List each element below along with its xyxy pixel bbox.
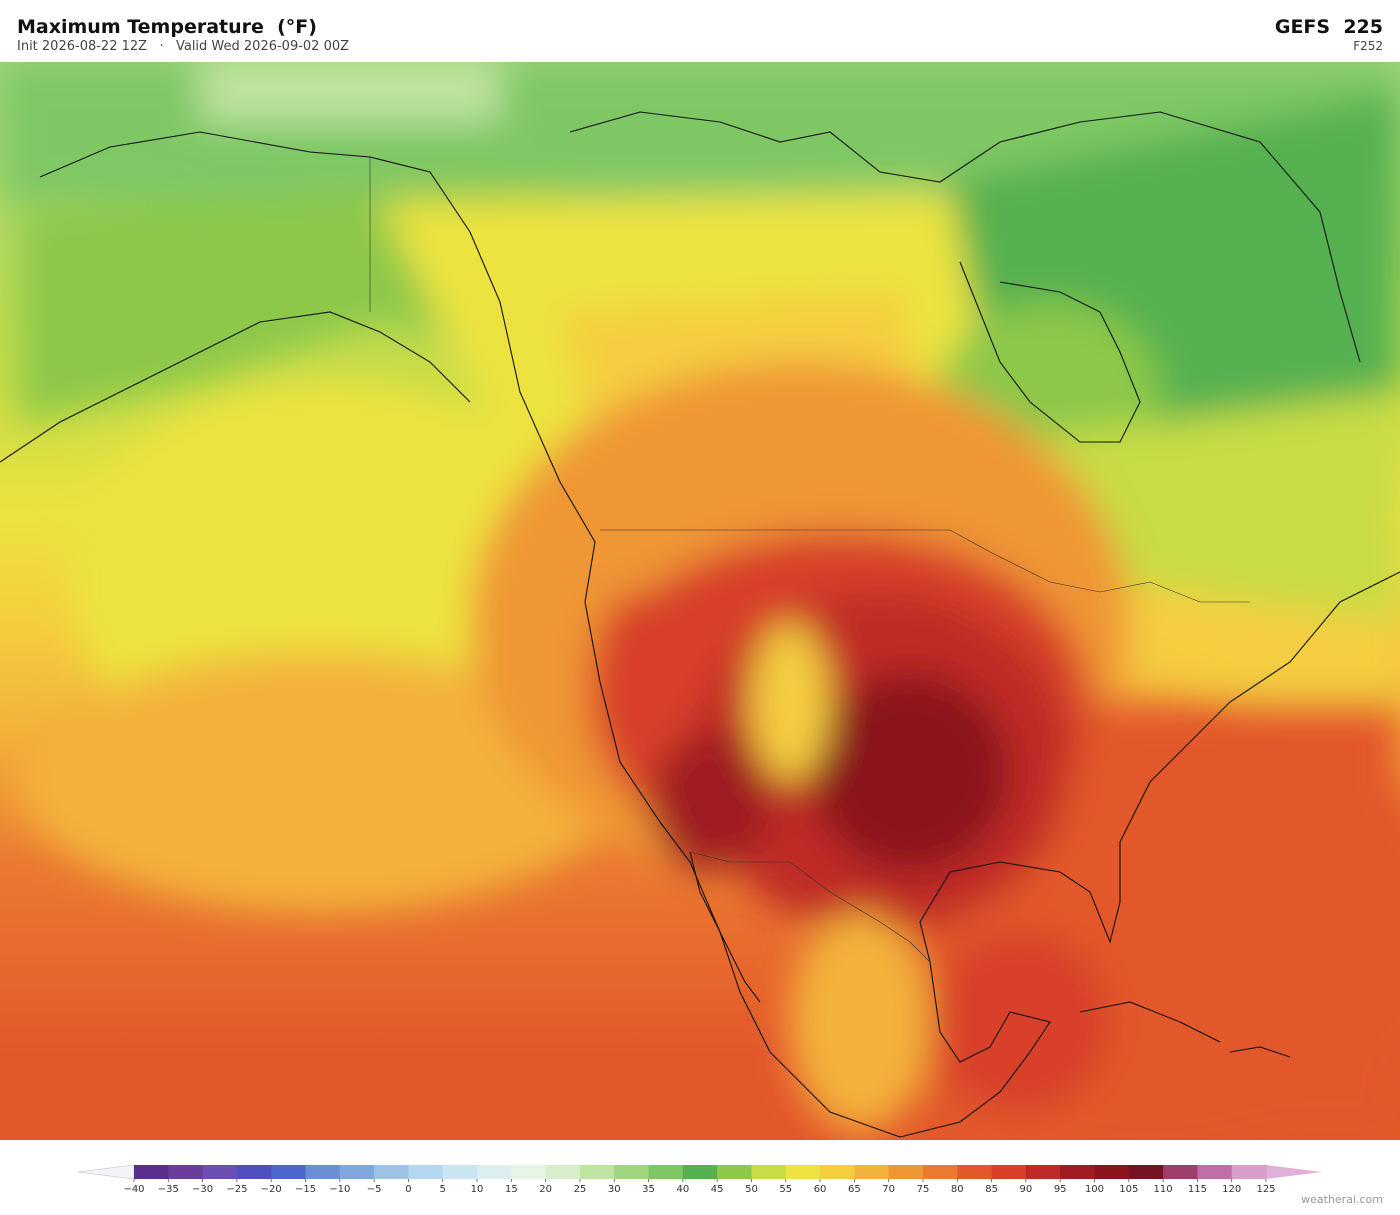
colorbar-swatch [305, 1165, 341, 1179]
colorbar-swatch [1231, 1165, 1267, 1179]
colorbar-swatch [1060, 1165, 1095, 1179]
colorbar-tick-label: 10 [471, 1184, 484, 1195]
colorbar-swatch [1025, 1165, 1061, 1179]
colorbar-tick-label: −40 [123, 1184, 144, 1195]
colorbar-swatch [1163, 1165, 1198, 1179]
colorbar-swatch [202, 1165, 238, 1179]
colorbar-under [77, 1164, 135, 1180]
colorbar-tick-label: −35 [158, 1184, 179, 1195]
colorbar-swatch [374, 1165, 409, 1179]
colorbar-swatch [888, 1165, 924, 1179]
colorbar-swatch [579, 1165, 615, 1179]
colorbar-tick-label: 100 [1085, 1184, 1104, 1195]
colorbar-tick-label: 65 [848, 1184, 861, 1195]
colorbar-swatch [511, 1165, 547, 1179]
subtitle: Init 2026-08-22 12Z · Valid Wed 2026-09-… [17, 39, 350, 54]
colorbar-swatch [1128, 1165, 1164, 1179]
colorbar-tick-label: 50 [745, 1184, 758, 1195]
colorbar-swatch [236, 1165, 272, 1179]
colorbar-over [1266, 1165, 1322, 1179]
colorbar-swatch [820, 1165, 855, 1179]
colorbar-tick-label: 40 [676, 1184, 689, 1195]
colorbar-tick-label: −15 [295, 1184, 316, 1195]
colorbar-tick-label: −30 [192, 1184, 213, 1195]
model-label: GEFS 225 [1274, 16, 1383, 38]
colorbar-tick-label: −10 [329, 1184, 350, 1195]
colorbar-tick-label: 90 [1020, 1184, 1033, 1195]
colorbar-tick-label: 75 [917, 1184, 930, 1195]
colorbar-tick-label: 55 [779, 1184, 792, 1195]
colorbar-tick-label: 80 [951, 1184, 964, 1195]
colorbar-swatch [168, 1165, 204, 1179]
colorbar-tick-label: 45 [711, 1184, 724, 1195]
colorbar-tick-label: −5 [367, 1184, 382, 1195]
colorbar-tick-label: 95 [1054, 1184, 1067, 1195]
colorbar-tick-label: 0 [405, 1184, 411, 1195]
colorbar-swatch [408, 1165, 444, 1179]
colorbar-tick-label: 30 [608, 1184, 621, 1195]
colorbar-tick-label: 120 [1222, 1184, 1241, 1195]
colorbar-tick-label: 70 [882, 1184, 895, 1195]
colorbar-swatch [717, 1165, 752, 1179]
colorbar-swatch [991, 1165, 1027, 1179]
colorbar-tick-label: 15 [505, 1184, 518, 1195]
colorbar-tick-label: 60 [814, 1184, 827, 1195]
colorbar-tick-label: −20 [261, 1184, 282, 1195]
colorbar-tick-label: 5 [440, 1184, 446, 1195]
colorbar-swatch [785, 1165, 821, 1179]
title: Maximum Temperature (°F) [17, 16, 317, 38]
colorbar-swatch [1094, 1165, 1130, 1179]
colorbar-tick-label: 125 [1256, 1184, 1275, 1195]
colorbar-swatch [477, 1165, 512, 1179]
colorbar-tick-label: 35 [642, 1184, 655, 1195]
colorbar-tick-label: 105 [1119, 1184, 1138, 1195]
colorbar-swatch [271, 1165, 306, 1179]
colorbar-tick-label: 20 [539, 1184, 552, 1195]
borders [369, 157, 1250, 963]
colorbar-tick-label: −25 [226, 1184, 247, 1195]
map [0, 62, 1400, 1140]
coastlines [0, 111, 1400, 1138]
colorbar-swatch [648, 1165, 684, 1179]
colorbar-swatch [682, 1165, 718, 1179]
watermark: weatherai.com [1301, 1193, 1383, 1206]
colorbar-swatch [442, 1165, 478, 1179]
colorbar-tick-label: 115 [1188, 1184, 1207, 1195]
colorbar: −40 −35 −30 −25 −20 −15 −10 −5 0 5 10 15 20 25 30 35 40 4… [77, 1164, 1322, 1195]
colorbar-swatch [134, 1165, 169, 1179]
colorbar-swatch [751, 1165, 787, 1179]
colorbar-tick-label: 85 [985, 1184, 998, 1195]
colorbar-swatch [854, 1165, 890, 1179]
colorbar-swatch [614, 1165, 649, 1179]
temperature-field [0, 62, 1400, 1140]
colorbar-swatch [957, 1165, 992, 1179]
colorbar-tick-label: 25 [574, 1184, 587, 1195]
forecast-hour: F252 [1353, 39, 1383, 53]
colorbar-swatch [545, 1165, 581, 1179]
colorbar-tick-label: 110 [1154, 1184, 1173, 1195]
colorbar-swatch [922, 1165, 958, 1179]
colorbar-swatch [339, 1165, 375, 1179]
colorbar-swatch [1197, 1165, 1233, 1179]
